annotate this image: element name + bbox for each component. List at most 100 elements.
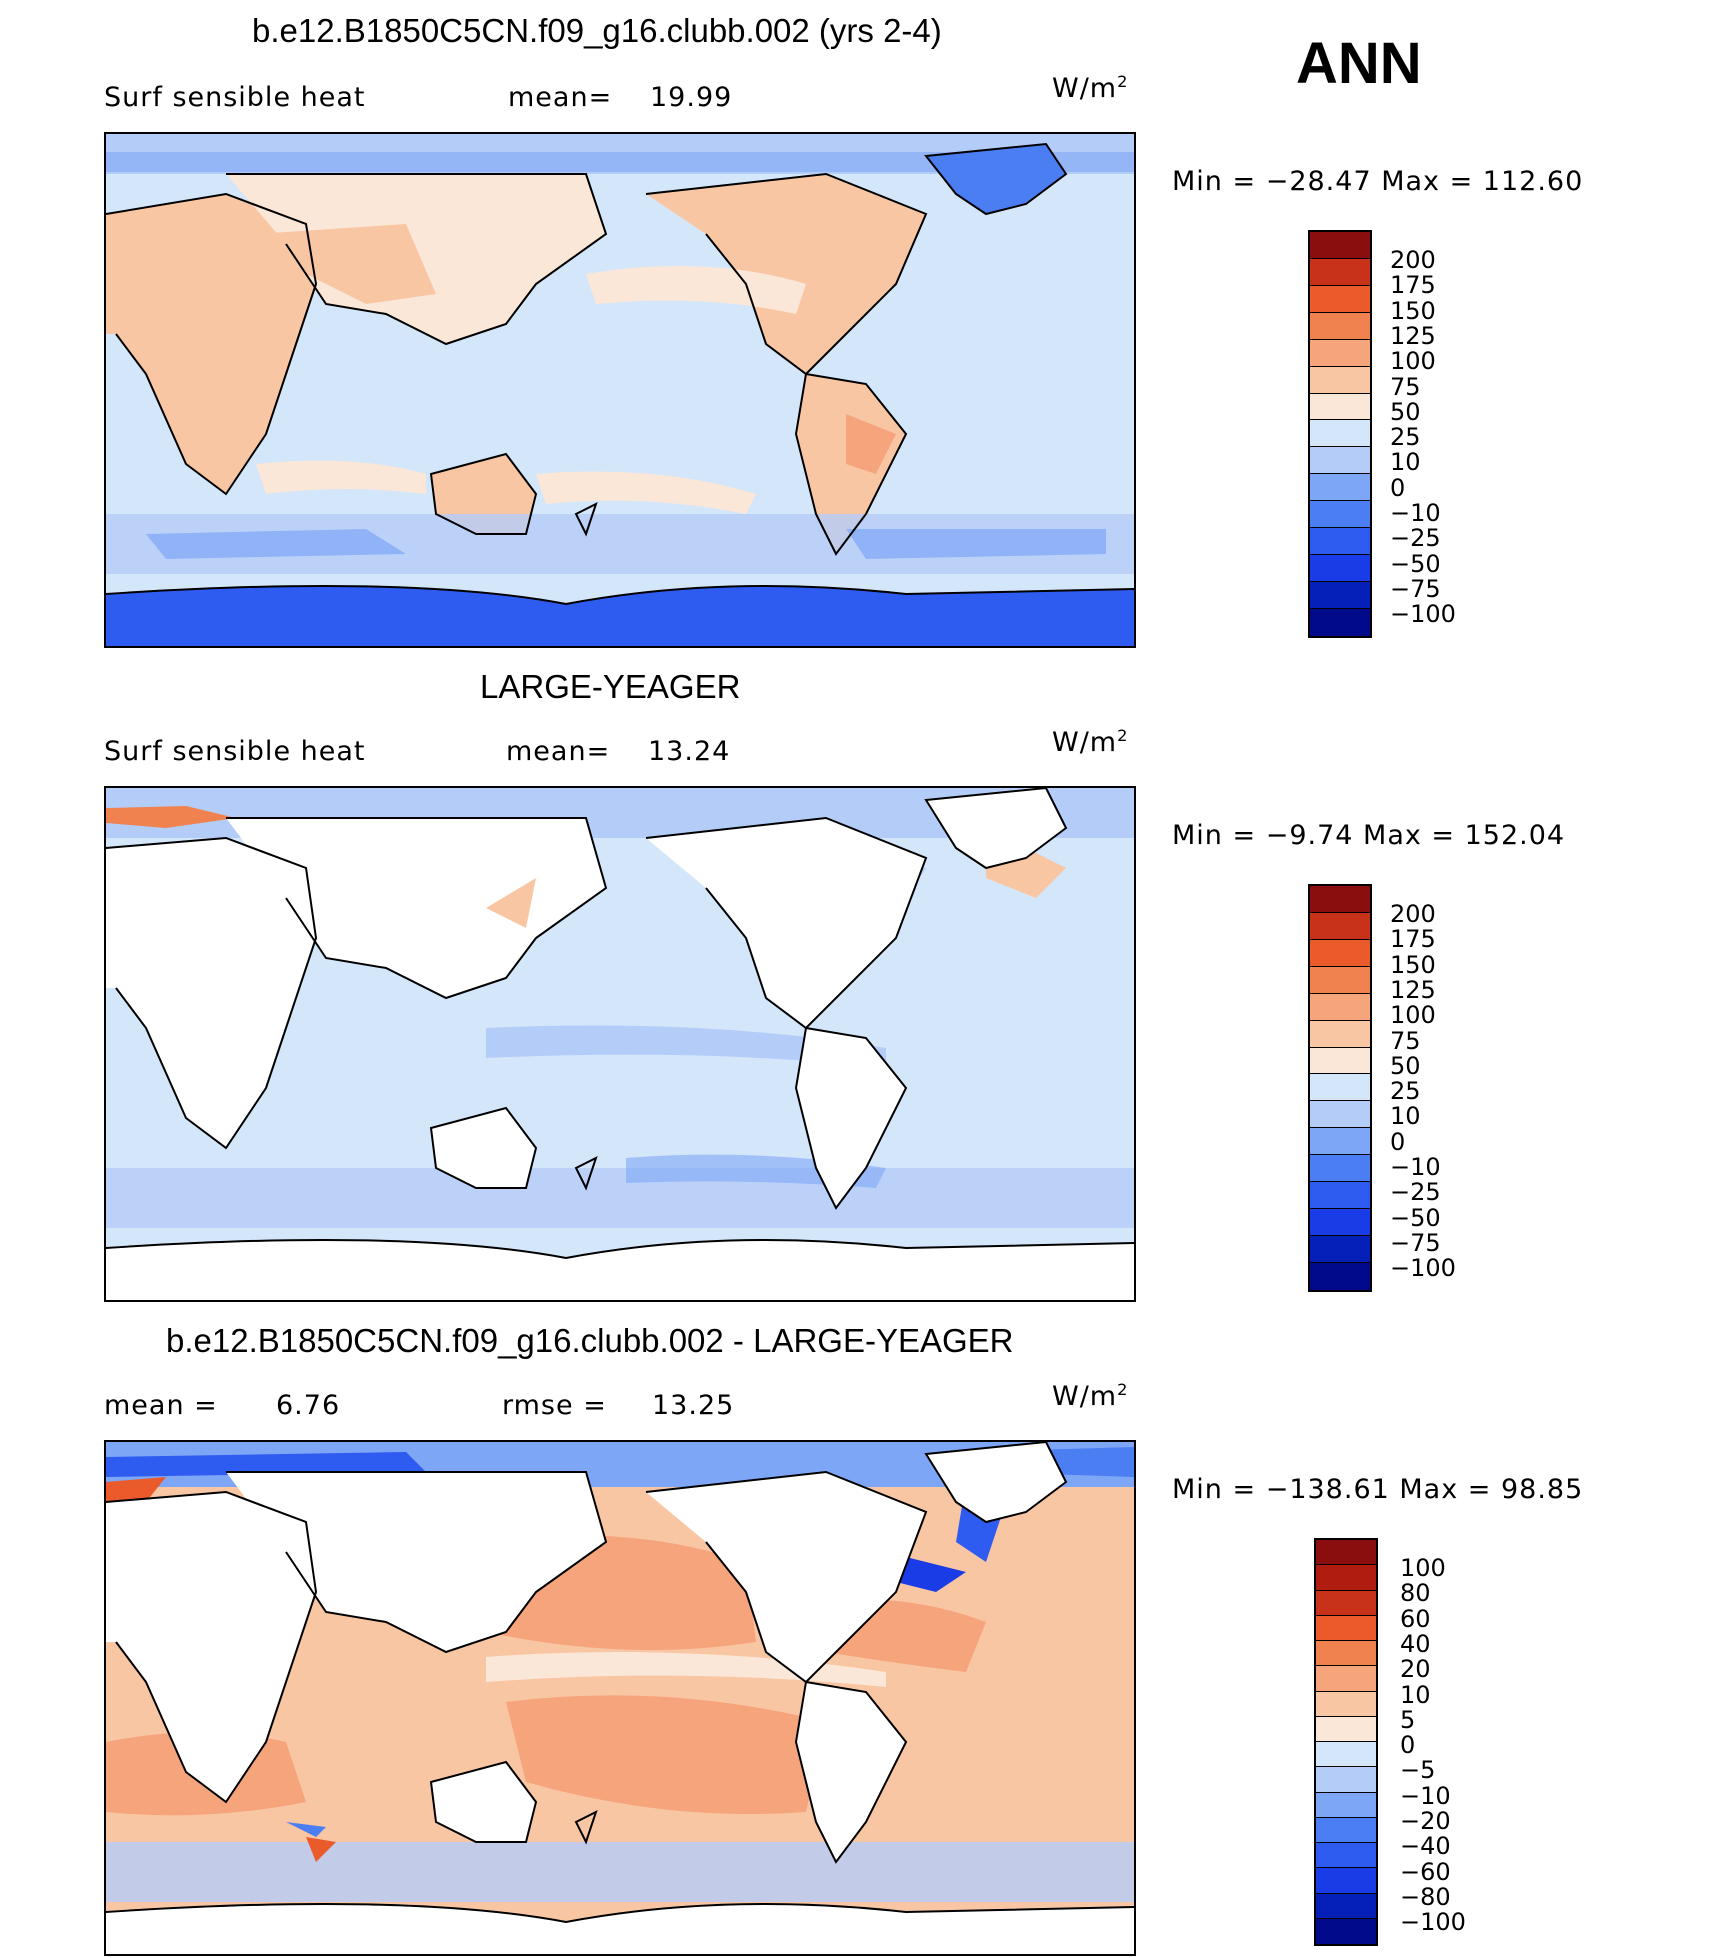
colorbar-swatch bbox=[1310, 608, 1370, 636]
panel1-tick: −75 bbox=[1390, 574, 1441, 603]
panel2-tick: 175 bbox=[1390, 925, 1436, 954]
panel2-tick: 200 bbox=[1390, 900, 1436, 928]
panel2-variable-label: Surf sensible heat bbox=[104, 736, 366, 767]
panel1-tick: 50 bbox=[1390, 397, 1421, 426]
colorbar-swatch bbox=[1310, 581, 1370, 609]
panel1-tick: 150 bbox=[1390, 296, 1436, 325]
panel1-tick: 100 bbox=[1390, 347, 1436, 376]
colorbar-swatch bbox=[1310, 420, 1370, 448]
colorbar-swatch bbox=[1310, 1047, 1370, 1075]
panel3-mean-label: mean = bbox=[104, 1390, 218, 1421]
panel1-minmax: Min = −28.47 Max = 112.60 bbox=[1172, 166, 1584, 197]
panel3-tick: 40 bbox=[1400, 1629, 1431, 1658]
panel1-tick: 25 bbox=[1390, 423, 1421, 452]
panel2-minmax: Min = −9.74 Max = 152.04 bbox=[1172, 820, 1566, 851]
panel1-mean-label: mean= bbox=[508, 82, 613, 113]
colorbar-swatch bbox=[1310, 1155, 1370, 1183]
colorbar-swatch bbox=[1310, 393, 1370, 421]
colorbar-swatch bbox=[1310, 1235, 1370, 1263]
panel3-tick: 5 bbox=[1400, 1705, 1416, 1734]
panel3-tick: −10 bbox=[1400, 1781, 1451, 1810]
panel3-tick: −40 bbox=[1400, 1832, 1451, 1861]
panel1-tick: −100 bbox=[1390, 600, 1456, 629]
colorbar-swatch bbox=[1310, 1182, 1370, 1210]
panel2-mean-value: 13.24 bbox=[648, 736, 731, 767]
colorbar-swatch bbox=[1310, 232, 1370, 259]
panel2-title: LARGE-YEAGER bbox=[480, 668, 741, 705]
panel2-map-plot bbox=[106, 788, 1134, 1300]
panel3-tick: −20 bbox=[1400, 1807, 1451, 1835]
colorbar-swatch bbox=[1310, 285, 1370, 313]
colorbar-swatch bbox=[1316, 1817, 1376, 1843]
colorbar-swatch bbox=[1316, 1540, 1376, 1566]
panel1-colorbar bbox=[1308, 230, 1372, 638]
panel1-tick: 175 bbox=[1390, 271, 1436, 300]
panel2-units: W/m2 bbox=[1052, 726, 1129, 758]
panel1-title: b.e12.B1850C5CN.f09_g16.clubb.002 (yrs 2… bbox=[252, 12, 942, 49]
colorbar-swatch bbox=[1310, 1074, 1370, 1102]
panel1-tick: −50 bbox=[1390, 549, 1441, 578]
panel2-tick: −50 bbox=[1390, 1203, 1441, 1232]
panel2-tick: 25 bbox=[1390, 1077, 1421, 1106]
panel2-tick: −25 bbox=[1390, 1178, 1441, 1207]
panel2-tick: 150 bbox=[1390, 950, 1436, 979]
colorbar-swatch bbox=[1310, 966, 1370, 994]
panel3-tick: 0 bbox=[1400, 1731, 1416, 1760]
colorbar-swatch bbox=[1316, 1590, 1376, 1616]
panel2-tick: 0 bbox=[1390, 1127, 1406, 1156]
panel2-mean-label: mean= bbox=[506, 736, 611, 767]
colorbar-swatch bbox=[1316, 1641, 1376, 1667]
panel1-mean-value: 19.99 bbox=[650, 82, 733, 113]
colorbar-swatch bbox=[1310, 1209, 1370, 1236]
season-label: ANN bbox=[1296, 31, 1422, 96]
panel1-tick: 0 bbox=[1390, 473, 1406, 502]
panel2-tick: 125 bbox=[1390, 975, 1436, 1004]
panel1-tick: 125 bbox=[1390, 321, 1436, 350]
colorbar-swatch bbox=[1310, 474, 1370, 502]
colorbar-swatch bbox=[1316, 1767, 1376, 1793]
panel3-rmse-label: rmse = bbox=[502, 1390, 607, 1421]
panel1-map-plot bbox=[106, 134, 1134, 646]
colorbar-swatch bbox=[1310, 501, 1370, 529]
colorbar-swatch bbox=[1310, 912, 1370, 940]
panel1-variable-label: Surf sensible heat bbox=[104, 82, 366, 113]
panel3-tick: −80 bbox=[1400, 1882, 1451, 1911]
panel3-map-plot bbox=[106, 1442, 1134, 1954]
panel3-tick: 80 bbox=[1400, 1579, 1431, 1608]
panel2-map bbox=[104, 786, 1136, 1302]
panel1-map bbox=[104, 132, 1136, 648]
colorbar-swatch bbox=[1310, 339, 1370, 367]
colorbar-swatch bbox=[1316, 1666, 1376, 1692]
colorbar-swatch bbox=[1316, 1742, 1376, 1768]
panel3-tick: 10 bbox=[1400, 1680, 1431, 1709]
colorbar-swatch bbox=[1316, 1918, 1376, 1944]
colorbar-swatch bbox=[1316, 1792, 1376, 1818]
colorbar-swatch bbox=[1310, 555, 1370, 582]
colorbar-swatch bbox=[1310, 447, 1370, 475]
panel3-minmax: Min = −138.61 Max = 98.85 bbox=[1172, 1474, 1584, 1505]
colorbar-swatch bbox=[1310, 939, 1370, 967]
panel3-units: W/m2 bbox=[1052, 1380, 1129, 1412]
colorbar-swatch bbox=[1316, 1615, 1376, 1641]
panel2-tick: 50 bbox=[1390, 1051, 1421, 1080]
panel1-tick: 10 bbox=[1390, 448, 1421, 477]
panel2-tick: −75 bbox=[1390, 1228, 1441, 1257]
panel3-colorbar bbox=[1314, 1538, 1378, 1946]
colorbar-swatch bbox=[1316, 1691, 1376, 1717]
panel3-tick: −60 bbox=[1400, 1857, 1451, 1886]
panel2-tick: 75 bbox=[1390, 1026, 1421, 1055]
panel2-tick: −100 bbox=[1390, 1254, 1456, 1283]
colorbar-swatch bbox=[1310, 1020, 1370, 1048]
panel3-title: b.e12.B1850C5CN.f09_g16.clubb.002 - LARG… bbox=[166, 1322, 1014, 1359]
panel1-tick: 200 bbox=[1390, 246, 1436, 274]
panel3-mean-value: 6.76 bbox=[276, 1390, 341, 1421]
panel2-tick: −10 bbox=[1390, 1153, 1441, 1181]
colorbar-swatch bbox=[1310, 886, 1370, 913]
colorbar-swatch bbox=[1310, 993, 1370, 1021]
panel2-tick: 10 bbox=[1390, 1102, 1421, 1131]
panel3-tick: 20 bbox=[1400, 1655, 1431, 1684]
colorbar-swatch bbox=[1310, 258, 1370, 286]
panel1-tick: −10 bbox=[1390, 499, 1441, 527]
panel3-tick: −5 bbox=[1400, 1756, 1436, 1785]
panel1-tick: 75 bbox=[1390, 372, 1421, 401]
